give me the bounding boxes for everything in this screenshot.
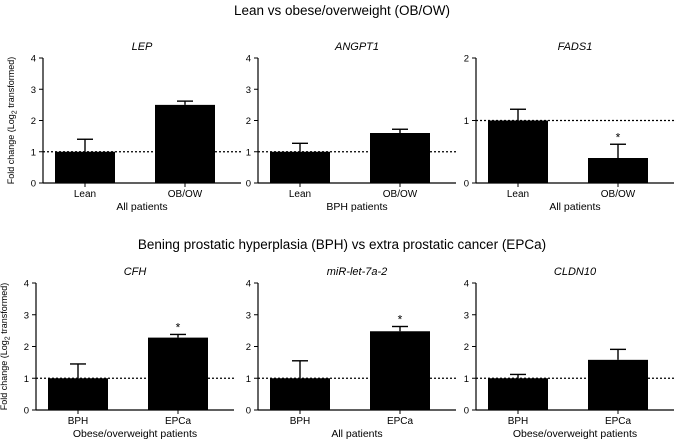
section-title-bottom: Bening prostatic hyperplasia (BPH) vs ex…	[138, 237, 546, 252]
bar	[488, 120, 548, 183]
y-axis-label-part: Fold change (Log	[0, 340, 9, 410]
y-tick-label: 1	[24, 374, 29, 385]
y-tick-label: 3	[24, 310, 29, 321]
bar	[48, 378, 108, 410]
chart-title: LEP	[132, 41, 153, 53]
y-tick-label: 2	[31, 116, 36, 127]
y-axis-label-part: Fold change (Log	[6, 114, 16, 184]
chart-title: miR-let-7a-2	[327, 266, 388, 278]
y-tick-label: 2	[24, 342, 29, 353]
x-axis-label: All patients	[331, 428, 382, 440]
bar	[270, 151, 330, 183]
bar	[148, 337, 208, 410]
y-tick-label: 3	[464, 310, 469, 321]
category-label: OB/OW	[168, 189, 203, 200]
y-tick-label: 2	[246, 116, 251, 127]
bar	[370, 331, 430, 410]
significance-star: *	[176, 320, 181, 334]
category-label: Lean	[74, 189, 96, 200]
bar	[370, 133, 430, 183]
bar	[155, 104, 215, 183]
section-title-top: Lean vs obese/overweight (OB/OW)	[234, 3, 450, 18]
category-label: BPH	[68, 416, 89, 427]
y-tick-label: 2	[464, 342, 469, 353]
x-axis-label: Obese/overweight patients	[513, 428, 637, 440]
chart-title: FADS1	[558, 41, 593, 53]
x-axis-label: BPH patients	[326, 201, 387, 213]
y-tick-label: 0	[246, 179, 251, 190]
chart-panel-6: 0 1 2 3 4 BPH EPCa CLDN10 Obese/overweight patie…	[464, 266, 674, 440]
y-tick-label: 0	[31, 179, 36, 190]
y-tick-label: 0	[24, 406, 29, 417]
bar	[55, 151, 115, 183]
y-axis-label-subscript: 2	[5, 336, 12, 340]
chart-panel-3: 0 1 2 Lean OB/OW * FADS1 All patients	[464, 41, 674, 213]
category-label: EPCa	[165, 416, 192, 427]
chart-panel-2: 0 1 2 3 4 Lean OB/OW ANGPT1 BPH patients	[246, 41, 456, 213]
category-label: OB/OW	[601, 189, 636, 200]
x-axis-label: All patients	[116, 201, 167, 213]
bar	[270, 378, 330, 410]
category-label: EPCa	[605, 416, 632, 427]
y-axis-label-subscript: 2	[12, 110, 19, 114]
y-tick-label: 2	[464, 54, 469, 65]
x-axis-label: Obese/overweight patients	[73, 428, 197, 440]
significance-star: *	[616, 130, 621, 144]
chart-title: CFH	[124, 266, 147, 278]
chart-title: ANGPT1	[334, 41, 379, 53]
y-tick-label: 4	[464, 279, 469, 290]
y-tick-label: 0	[246, 406, 251, 417]
category-label: Lean	[507, 189, 529, 200]
y-axis-label-part: transformed)	[6, 57, 16, 111]
bar	[588, 359, 648, 410]
y-axis-label: Fold change (Log2 transformed)	[0, 283, 12, 411]
category-label: BPH	[290, 416, 311, 427]
y-tick-label: 4	[246, 54, 251, 65]
chart-panels: 0 1 2 3 4 Lean OB/OW LEP All patients Fold change…	[0, 41, 674, 440]
bar	[588, 158, 648, 183]
y-tick-label: 3	[246, 310, 251, 321]
y-tick-label: 0	[464, 406, 469, 417]
y-tick-label: 1	[464, 116, 469, 127]
y-tick-label: 1	[31, 147, 36, 158]
chart-panel-4: 0 1 2 3 4 BPH EPCa * CFH Obese/overweight patient…	[0, 266, 234, 440]
y-axis-label-part: transformed)	[0, 283, 9, 337]
y-tick-label: 3	[246, 85, 251, 96]
category-label: OB/OW	[383, 189, 418, 200]
y-tick-label: 4	[246, 279, 251, 290]
chart-panel-5: 0 1 2 3 4 BPH EPCa * miR-let-7a-2 All patients	[246, 266, 456, 440]
y-tick-label: 0	[464, 179, 469, 190]
y-tick-label: 1	[246, 147, 251, 158]
y-tick-label: 4	[31, 54, 36, 65]
category-label: Lean	[289, 189, 311, 200]
chart-title: CLDN10	[554, 266, 597, 278]
chart-panel-1: 0 1 2 3 4 Lean OB/OW LEP All patients Fold change…	[6, 41, 241, 213]
y-tick-label: 4	[24, 279, 29, 290]
category-label: BPH	[508, 416, 529, 427]
category-label: EPCa	[387, 416, 414, 427]
significance-star: *	[398, 312, 403, 326]
y-tick-label: 2	[246, 342, 251, 353]
y-tick-label: 3	[31, 85, 36, 96]
y-tick-label: 1	[246, 374, 251, 385]
x-axis-label: All patients	[549, 201, 600, 213]
y-axis-label: Fold change (Log2 transformed)	[6, 57, 19, 185]
y-tick-label: 1	[464, 374, 469, 385]
bar	[488, 378, 548, 410]
